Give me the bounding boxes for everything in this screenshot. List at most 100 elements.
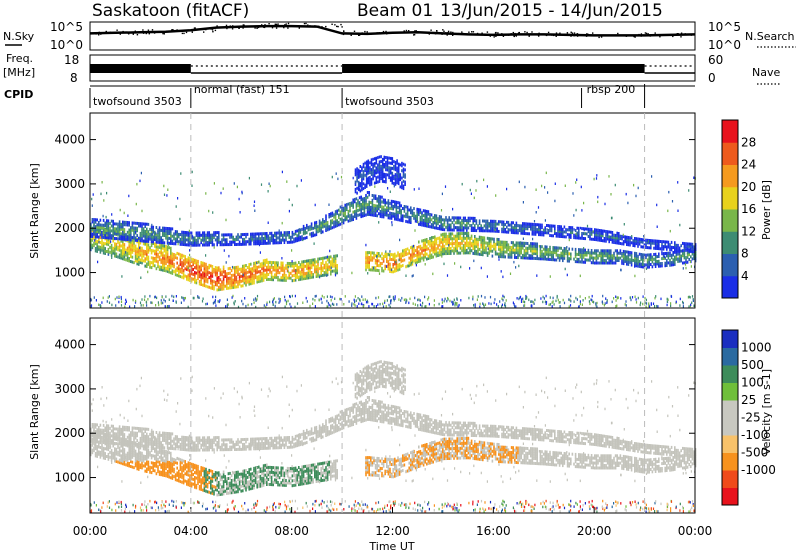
power-cell <box>379 195 382 199</box>
power-cell <box>528 256 530 260</box>
power-cell <box>480 253 482 256</box>
power-cell <box>382 198 385 202</box>
power-cell <box>254 266 257 270</box>
power-cell <box>427 239 430 243</box>
power-cell <box>133 231 135 235</box>
power-cell <box>219 270 222 274</box>
power-cell <box>266 301 268 304</box>
power-cell <box>601 300 603 303</box>
power-cell <box>565 228 567 232</box>
power-cell <box>411 250 414 254</box>
power-cell <box>622 249 625 253</box>
power-cell <box>530 247 532 250</box>
power-cell <box>584 251 586 254</box>
power-cell <box>126 238 129 242</box>
power-cell <box>107 234 110 237</box>
power-cell <box>298 231 300 235</box>
power-cell <box>155 255 158 258</box>
power-cell <box>256 232 258 236</box>
power-cell <box>264 258 266 262</box>
power-cell <box>600 249 602 253</box>
power-cell <box>582 248 585 252</box>
power-cell <box>482 253 484 257</box>
power-cell <box>139 261 142 264</box>
power-cell <box>380 164 382 168</box>
power-cell <box>488 246 490 250</box>
power-cell <box>373 164 376 168</box>
power-cell <box>501 252 503 256</box>
power-cell <box>434 242 436 246</box>
power-cell <box>218 300 220 304</box>
power-cell <box>506 225 508 229</box>
power-cell <box>304 231 306 235</box>
power-cell <box>146 255 148 259</box>
power-cell <box>430 213 433 217</box>
power-cell <box>355 197 358 201</box>
power-cell <box>217 300 219 303</box>
power-cell <box>600 259 602 262</box>
power-cell <box>461 221 463 225</box>
power-cell <box>306 300 308 303</box>
power-cell <box>378 197 380 201</box>
power-cell <box>427 298 429 301</box>
power-cell <box>168 227 170 231</box>
power-cell <box>639 303 641 307</box>
power-cell <box>458 228 460 232</box>
power-cell <box>520 224 522 228</box>
power-cell <box>99 250 102 254</box>
power-cell <box>642 245 644 249</box>
power-cell <box>114 254 116 258</box>
power-cell <box>483 236 486 240</box>
power-cell <box>368 256 370 259</box>
power-cell <box>253 274 255 277</box>
power-cell <box>229 286 231 290</box>
power-cell <box>422 301 424 305</box>
power-cell <box>453 234 455 238</box>
power-cell <box>261 271 263 275</box>
power-cell <box>542 255 545 258</box>
power-cell <box>530 254 532 258</box>
power-cell <box>96 245 98 248</box>
power-cell <box>518 226 521 230</box>
power-cell <box>331 257 334 261</box>
noise-point <box>307 24 309 26</box>
power-cell <box>422 253 425 257</box>
power-cell <box>104 231 106 235</box>
power-cell <box>240 274 242 278</box>
power-cell <box>523 251 526 255</box>
power-cell <box>186 243 188 247</box>
noise-point <box>484 34 486 36</box>
power-cell <box>391 162 394 165</box>
noise-point <box>358 34 360 36</box>
power-cell <box>586 224 589 228</box>
power-cell <box>456 226 458 230</box>
noise-left-tick-top: 10^5 <box>50 20 83 34</box>
power-cell <box>301 260 303 264</box>
power-cell <box>501 227 503 231</box>
power-cell <box>96 230 98 234</box>
power-cell <box>378 204 380 208</box>
power-cell <box>466 221 468 225</box>
noise-point <box>340 23 342 26</box>
power-cell <box>494 250 497 253</box>
power-cell <box>560 251 562 255</box>
power-cell <box>166 231 169 235</box>
power-cell <box>357 173 360 177</box>
power-cell <box>288 235 290 239</box>
power-cell <box>115 229 118 233</box>
power-cell <box>533 256 535 260</box>
power-cell <box>402 174 405 178</box>
power-cell <box>365 261 367 264</box>
power-cell <box>380 155 382 159</box>
power-cell <box>355 209 358 213</box>
power-cell <box>192 241 194 245</box>
power-cell <box>544 300 546 304</box>
power-cell <box>258 265 260 269</box>
power-cell <box>438 217 441 221</box>
power-cell <box>338 216 340 220</box>
power-cell <box>309 261 311 265</box>
power-cell <box>372 174 374 178</box>
power-cell <box>367 166 370 170</box>
power-cell <box>99 241 102 244</box>
power-cell <box>120 237 122 241</box>
